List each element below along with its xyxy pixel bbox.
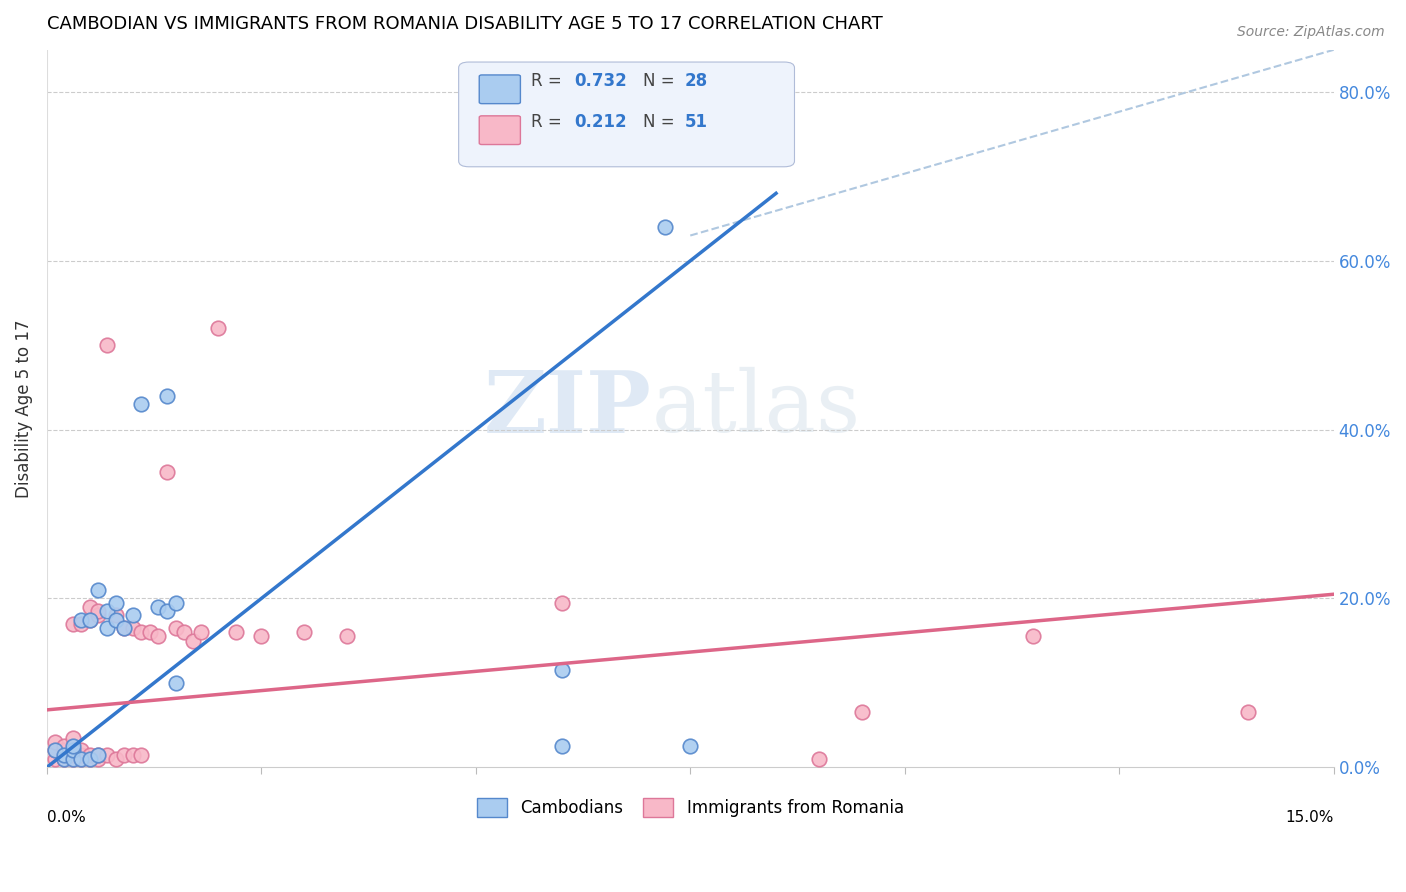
Point: [96, 747, 118, 762]
Point: [79, 747, 101, 762]
Point: [44, 735, 66, 749]
Point: [79, 752, 101, 766]
Point: [156, 604, 179, 618]
Point: [121, 621, 143, 635]
Point: [851, 706, 873, 720]
Point: [181, 633, 204, 648]
Point: [121, 747, 143, 762]
Point: [129, 625, 152, 640]
Point: [62, 739, 84, 754]
Point: [112, 621, 135, 635]
Point: [207, 321, 229, 335]
Point: [104, 596, 127, 610]
Point: [53, 752, 76, 766]
Point: [165, 676, 187, 690]
Text: atlas: atlas: [651, 367, 860, 450]
Point: [70, 743, 93, 757]
Point: [79, 752, 101, 766]
Point: [53, 743, 76, 757]
Point: [62, 752, 84, 766]
Point: [679, 739, 702, 754]
Point: [156, 465, 179, 479]
Point: [44, 743, 66, 757]
Point: [129, 747, 152, 762]
Point: [70, 747, 93, 762]
Point: [225, 625, 247, 640]
Y-axis label: Disability Age 5 to 17: Disability Age 5 to 17: [15, 319, 32, 498]
Point: [87, 747, 110, 762]
Point: [1237, 706, 1260, 720]
Point: [79, 599, 101, 614]
Point: [190, 625, 212, 640]
Point: [173, 625, 195, 640]
Text: Source: ZipAtlas.com: Source: ZipAtlas.com: [1237, 25, 1385, 39]
Point: [165, 621, 187, 635]
Point: [62, 616, 84, 631]
Point: [104, 608, 127, 623]
Point: [70, 752, 93, 766]
Point: [807, 752, 830, 766]
Point: [654, 220, 676, 235]
Point: [550, 596, 572, 610]
Legend: Cambodians, Immigrants from Romania: Cambodians, Immigrants from Romania: [470, 791, 910, 823]
FancyBboxPatch shape: [458, 62, 794, 167]
Text: 51: 51: [685, 112, 709, 130]
Point: [96, 338, 118, 352]
Point: [62, 752, 84, 766]
Point: [53, 752, 76, 766]
Point: [1022, 630, 1045, 644]
Point: [250, 630, 273, 644]
Point: [53, 739, 76, 754]
Point: [550, 663, 572, 677]
Text: N =: N =: [643, 71, 679, 90]
Point: [62, 743, 84, 757]
Point: [44, 743, 66, 757]
Text: N =: N =: [643, 112, 679, 130]
Point: [70, 752, 93, 766]
Point: [62, 731, 84, 745]
FancyBboxPatch shape: [479, 116, 520, 145]
Point: [121, 608, 143, 623]
Point: [165, 596, 187, 610]
Point: [112, 747, 135, 762]
Point: [87, 582, 110, 597]
Point: [87, 752, 110, 766]
FancyBboxPatch shape: [479, 75, 520, 103]
Point: [112, 621, 135, 635]
Text: 0.732: 0.732: [575, 71, 627, 90]
Text: 0.0%: 0.0%: [46, 810, 86, 825]
Point: [87, 747, 110, 762]
Point: [87, 604, 110, 618]
Text: 0.212: 0.212: [575, 112, 627, 130]
Point: [62, 747, 84, 762]
Point: [44, 752, 66, 766]
Point: [336, 630, 359, 644]
Point: [87, 608, 110, 623]
Text: R =: R =: [530, 71, 567, 90]
Point: [62, 743, 84, 757]
Point: [550, 739, 572, 754]
Point: [79, 613, 101, 627]
Text: 15.0%: 15.0%: [1285, 810, 1334, 825]
Point: [156, 389, 179, 403]
Text: ZIP: ZIP: [484, 367, 651, 450]
Point: [148, 630, 170, 644]
Text: R =: R =: [530, 112, 567, 130]
Point: [79, 613, 101, 627]
Point: [292, 625, 315, 640]
Text: 28: 28: [685, 71, 709, 90]
Point: [70, 616, 93, 631]
Point: [96, 604, 118, 618]
Point: [70, 613, 93, 627]
Point: [53, 747, 76, 762]
Point: [104, 613, 127, 627]
Point: [139, 625, 162, 640]
Point: [148, 599, 170, 614]
Text: CAMBODIAN VS IMMIGRANTS FROM ROMANIA DISABILITY AGE 5 TO 17 CORRELATION CHART: CAMBODIAN VS IMMIGRANTS FROM ROMANIA DIS…: [46, 15, 883, 33]
Point: [96, 621, 118, 635]
Point: [129, 397, 152, 411]
Point: [53, 747, 76, 762]
Point: [104, 752, 127, 766]
